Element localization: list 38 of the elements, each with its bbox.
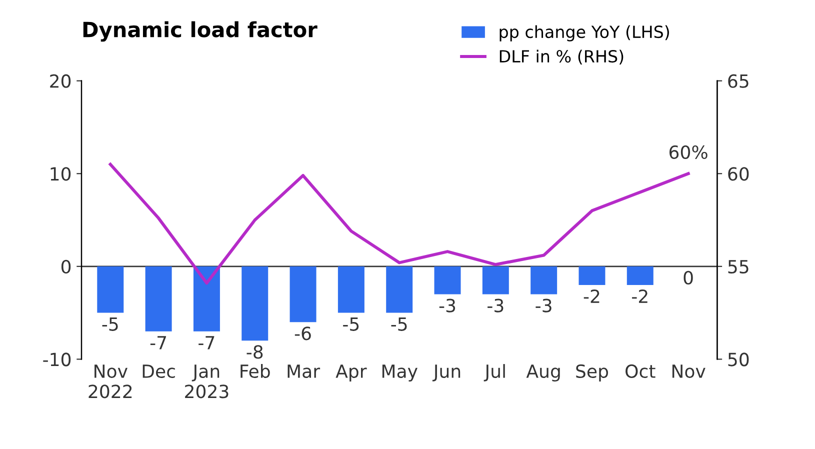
x-tick-label: Feb [240,364,270,378]
data-label: 60% [670,145,708,160]
x-tick-label: Jul [484,364,505,382]
data-label: -3 [439,298,456,312]
data-label: -8 [246,345,263,359]
data-label: -7 [198,336,214,350]
legend-label: DLF in % (RHS) [500,50,624,65]
data-label: -6 [294,326,311,340]
data-label: -7 [150,336,166,350]
x-tick-label: Nov 2022 [88,364,132,398]
y2-tick-label: 65 [728,74,748,88]
data-label: -2 [584,289,600,303]
y-tick-label: -10 [43,352,71,366]
x-tick-label: Jan 2023 [185,364,228,398]
x-tick-label: Apr [336,364,367,382]
data-label: -3 [488,298,504,312]
data-label: -5 [391,318,407,331]
data-label: -3 [536,298,552,312]
y-tick-label: 0 [61,260,71,274]
data-label: -5 [102,318,118,331]
y2-tick-label: 55 [728,260,748,274]
x-tick-label: May [382,364,418,382]
y-tick-label: 10 [50,167,71,181]
chart-title: Dynamic load factor [83,21,318,42]
x-tick-label: Nov [672,364,706,378]
x-tick-label: Aug [526,364,560,382]
x-tick-label: Mar [288,364,320,378]
y2-tick-label: 50 [728,352,749,366]
y-tick-label: 20 [50,74,71,88]
data-label: -5 [343,318,359,331]
x-tick-label: Sep [576,364,608,382]
data-label: -2 [632,289,648,303]
x-tick-label: Dec [142,364,175,378]
legend-label: pp change YoY (LHS) [500,25,669,42]
y2-tick-label: 60 [728,167,749,181]
data-label: 0 [684,270,693,285]
x-tick-label: Jun [432,364,460,382]
x-tick-label: Oct [626,364,656,378]
